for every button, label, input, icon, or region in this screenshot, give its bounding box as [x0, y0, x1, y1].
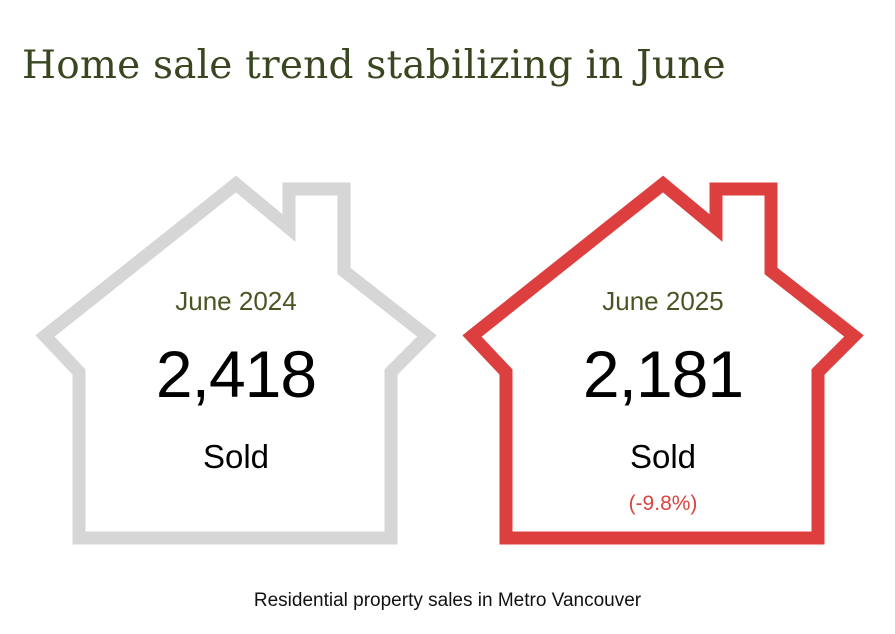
- sales-count: 2,418: [155, 337, 317, 411]
- house-outline-shape: [462, 175, 864, 545]
- sales-count: 2,181: [582, 337, 744, 411]
- period-label: June 2025: [602, 286, 724, 316]
- sales-card-2024: June 2024 2,418 Sold: [35, 175, 437, 545]
- house-outline-shape: [35, 175, 437, 545]
- unit-label: Sold: [629, 438, 697, 475]
- caption: Residential property sales in Metro Vanc…: [253, 590, 642, 611]
- percent-change: (-9.8%): [628, 492, 698, 515]
- unit-label: Sold: [202, 438, 270, 475]
- period-label: June 2024: [175, 286, 297, 316]
- house-outline-icon: [35, 175, 437, 545]
- sales-card-2025: June 2025 2,181 Sold (-9.8%): [462, 175, 864, 545]
- house-outline-icon: [462, 175, 864, 545]
- page-title: Home sale trend stabilizing in June: [22, 43, 726, 88]
